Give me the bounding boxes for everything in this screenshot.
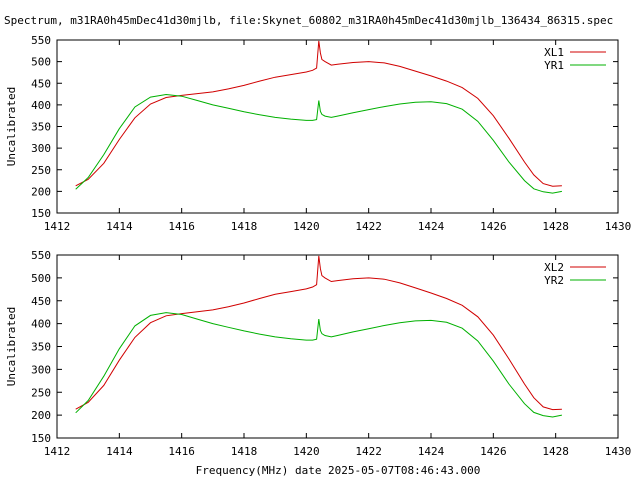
legend-label: XL2 bbox=[544, 261, 564, 274]
y-tick-label: 300 bbox=[31, 142, 51, 155]
x-tick-label: 1420 bbox=[293, 445, 320, 458]
x-tick-label: 1414 bbox=[106, 445, 133, 458]
y-tick-label: 400 bbox=[31, 99, 51, 112]
series-line-xl1 bbox=[75, 40, 562, 187]
x-axis-label: Frequency(MHz) date 2025-05-07T08:46:43.… bbox=[196, 464, 481, 477]
legend-label: YR2 bbox=[544, 274, 564, 287]
x-tick-label: 1422 bbox=[355, 445, 382, 458]
y-tick-label: 400 bbox=[31, 318, 51, 331]
x-tick-label: 1424 bbox=[418, 220, 445, 233]
y-tick-label: 500 bbox=[31, 56, 51, 69]
series-line-yr2 bbox=[75, 312, 563, 418]
y-tick-label: 550 bbox=[31, 34, 51, 47]
y-tick-label: 500 bbox=[31, 272, 51, 285]
chart-panel-bottom: 150 200 250 300 350 400 450 500 550 1412 1414 1416 1… bbox=[5, 249, 631, 458]
x-tick-label: 1430 bbox=[605, 220, 632, 233]
x-tick-label: 1428 bbox=[542, 445, 569, 458]
y-tick-label: 550 bbox=[31, 249, 51, 262]
y-tick-label: 150 bbox=[31, 207, 51, 220]
x-tick-label: 1428 bbox=[542, 220, 569, 233]
y-tick-label: 350 bbox=[31, 121, 51, 134]
y-tick-label: 450 bbox=[31, 295, 51, 308]
x-tick-label: 1412 bbox=[44, 445, 71, 458]
plot-frame bbox=[56, 39, 619, 214]
series-line-yr1 bbox=[75, 93, 562, 194]
y-tick-label: 200 bbox=[31, 185, 51, 198]
x-tick-label: 1416 bbox=[168, 445, 195, 458]
x-tick-label: 1422 bbox=[355, 220, 382, 233]
x-tick-label: 1416 bbox=[168, 220, 195, 233]
y-axis-label: Uncalibrated bbox=[5, 87, 18, 166]
x-tick-label: 1418 bbox=[231, 445, 258, 458]
y-axis-label: Uncalibrated bbox=[5, 307, 18, 386]
x-tick-label: 1418 bbox=[231, 220, 258, 233]
x-tick-label: 1414 bbox=[106, 220, 133, 233]
y-tick-label: 150 bbox=[31, 432, 51, 445]
x-tick-label: 1430 bbox=[605, 445, 632, 458]
y-tick-label: 450 bbox=[31, 77, 51, 90]
y-tick-label: 350 bbox=[31, 341, 51, 354]
y-tick-label: 300 bbox=[31, 363, 51, 376]
legend-label: XL1 bbox=[544, 46, 564, 59]
x-tick-label: 1420 bbox=[293, 220, 320, 233]
series-line-xl2 bbox=[75, 255, 562, 411]
y-tick-label: 250 bbox=[31, 164, 51, 177]
x-tick-label: 1412 bbox=[44, 220, 71, 233]
x-tick-label: 1424 bbox=[418, 445, 445, 458]
y-tick-label: 250 bbox=[31, 386, 51, 399]
chart-panel-top: 150 200 250 300 350 400 450 500 550 1412 1414 1416 1… bbox=[5, 34, 631, 233]
x-tick-label: 1426 bbox=[480, 445, 507, 458]
legend-label: YR1 bbox=[544, 59, 564, 72]
figure-title: Spectrum, m31RA0h45mDec41d30mjlb, file:S… bbox=[4, 14, 613, 27]
x-tick-label: 1426 bbox=[480, 220, 507, 233]
plot-frame bbox=[56, 254, 619, 439]
y-tick-label: 200 bbox=[31, 409, 51, 422]
